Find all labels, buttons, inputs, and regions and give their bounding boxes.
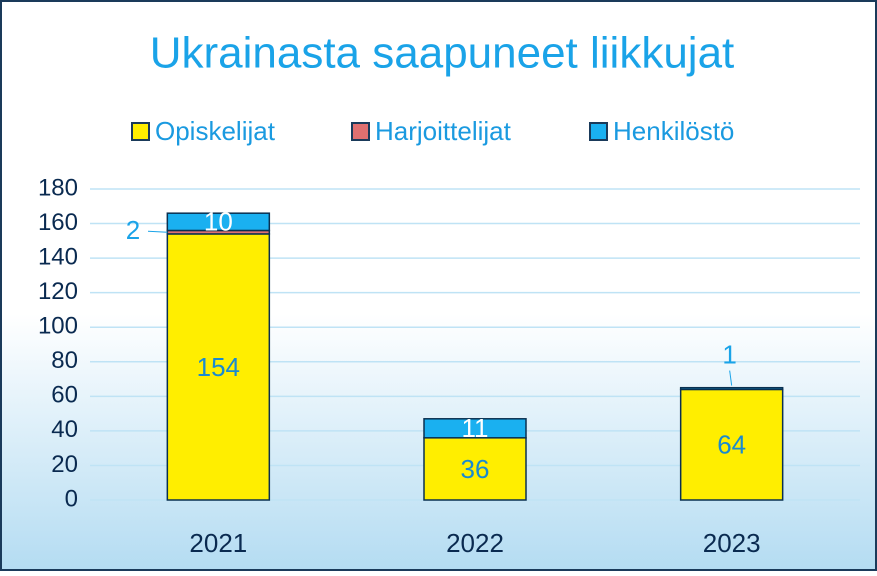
y-tick-label: 20 bbox=[51, 451, 78, 478]
data-label: 64 bbox=[717, 430, 746, 460]
data-label: 1 bbox=[722, 339, 736, 369]
chart-title: Ukrainasta saapuneet liikkujat bbox=[150, 29, 735, 78]
data-label: 11 bbox=[462, 413, 489, 443]
leader-line bbox=[147, 230, 168, 233]
legend-label: Opiskelijat bbox=[155, 116, 276, 146]
leader-line bbox=[729, 370, 733, 386]
x-tick-label: 2022 bbox=[446, 528, 504, 558]
bar-segment bbox=[423, 437, 527, 501]
y-tick-label: 160 bbox=[38, 209, 78, 236]
bar-segment bbox=[679, 386, 784, 391]
bar-segment bbox=[423, 418, 527, 439]
legend-swatch bbox=[351, 122, 370, 141]
legend-label: Henkilöstö bbox=[613, 116, 734, 146]
y-tick-label: 140 bbox=[38, 243, 78, 270]
bar-segment bbox=[166, 212, 271, 232]
y-tick-label: 120 bbox=[38, 278, 78, 305]
legend-swatch bbox=[131, 122, 150, 141]
bar-segment bbox=[166, 233, 271, 501]
y-tick-label: 0 bbox=[65, 485, 78, 512]
bar-segment bbox=[679, 388, 784, 501]
y-tick-label: 180 bbox=[38, 174, 78, 201]
data-label: 2 bbox=[126, 215, 140, 245]
y-tick-label: 80 bbox=[51, 347, 78, 374]
data-label: 154 bbox=[197, 352, 240, 382]
legend-label: Harjoittelijat bbox=[375, 116, 512, 146]
x-tick-label: 2021 bbox=[189, 528, 247, 558]
data-label: 10 bbox=[204, 207, 233, 237]
x-tick-label: 2023 bbox=[703, 528, 761, 558]
y-tick-label: 40 bbox=[51, 416, 78, 443]
data-label: 36 bbox=[461, 454, 490, 484]
legend-swatch bbox=[589, 122, 608, 141]
y-tick-label: 60 bbox=[51, 382, 78, 409]
y-tick-label: 100 bbox=[38, 313, 78, 340]
